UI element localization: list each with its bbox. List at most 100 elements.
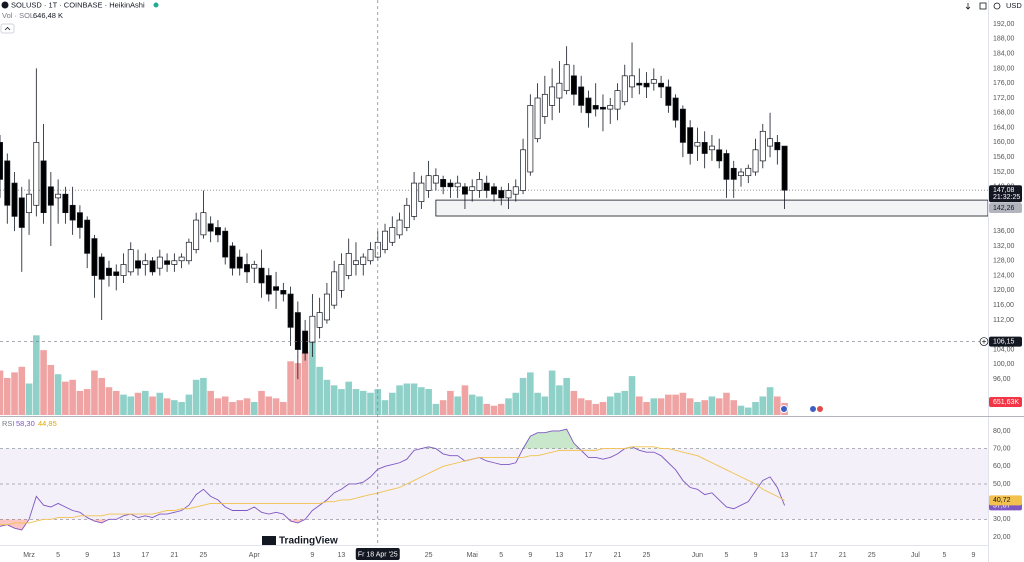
candle-body bbox=[214, 227, 221, 236]
candle-body bbox=[592, 105, 599, 110]
volume-bar bbox=[301, 352, 309, 415]
volume-bar bbox=[214, 398, 222, 415]
volume-bar bbox=[316, 366, 323, 415]
y-tick-label: 120,00 bbox=[993, 287, 1015, 294]
x-tick-label: Apr bbox=[249, 552, 261, 559]
last-price-label: 147,08 bbox=[993, 187, 1015, 194]
candle-body bbox=[200, 212, 207, 236]
x-tick-label: 9 bbox=[85, 552, 89, 559]
currency[interactable]: USD bbox=[1006, 1, 1022, 10]
candle-body bbox=[106, 267, 112, 276]
candle-body bbox=[142, 260, 149, 265]
candle-body bbox=[650, 79, 657, 84]
volume-bar bbox=[280, 402, 287, 415]
volume-bar bbox=[621, 390, 629, 415]
volume-bar bbox=[141, 390, 149, 415]
volume-bar bbox=[418, 387, 425, 415]
candle-body bbox=[185, 241, 192, 262]
crosshair-y-label: 106,15 bbox=[993, 338, 1015, 345]
candle-body bbox=[425, 175, 432, 191]
volume-bar bbox=[76, 390, 84, 415]
candle-body bbox=[469, 186, 476, 191]
candle-body bbox=[541, 93, 548, 117]
logo-mark bbox=[262, 536, 276, 545]
candle-body bbox=[273, 286, 280, 291]
volume-bar bbox=[381, 400, 389, 415]
volume-bar bbox=[120, 394, 127, 415]
candle-body bbox=[171, 260, 178, 265]
event-marker[interactable] bbox=[816, 405, 824, 413]
symbol-title[interactable]: SOLUSD · 1T · COINBASE · HeikinAshi bbox=[11, 0, 145, 9]
volume-bar bbox=[447, 390, 454, 415]
candle-body bbox=[178, 256, 185, 262]
collapse-button[interactable] bbox=[0, 23, 15, 34]
volume-bar bbox=[192, 379, 200, 415]
crosshair-x-label: Fr 18 Apr '25 bbox=[358, 551, 398, 558]
maximize-icon[interactable] bbox=[979, 2, 987, 10]
candle-body bbox=[512, 186, 519, 195]
candle-body bbox=[578, 86, 585, 106]
candle-body bbox=[127, 249, 134, 273]
rsi-ma-value: 44,85 bbox=[38, 419, 57, 428]
volume-bar bbox=[519, 377, 527, 415]
x-tick-label: 13 bbox=[781, 552, 789, 559]
candle-body bbox=[781, 145, 788, 191]
y-tick-label: 152,00 bbox=[993, 169, 1015, 176]
y-tick-label: 168,00 bbox=[993, 110, 1015, 117]
volume-bar bbox=[512, 392, 520, 415]
volume-bar bbox=[490, 405, 498, 415]
y-tick-label: 164,00 bbox=[993, 124, 1015, 131]
volume-bar bbox=[91, 370, 98, 415]
x-tick-label: Jul bbox=[911, 552, 920, 559]
candle-body bbox=[418, 182, 425, 202]
event-marker[interactable] bbox=[780, 405, 788, 413]
candle-body bbox=[18, 197, 25, 228]
volume-bar bbox=[432, 403, 440, 415]
volume-bar bbox=[272, 398, 280, 415]
volume-bar bbox=[62, 381, 69, 415]
volume-bar bbox=[614, 392, 621, 415]
volume-bar bbox=[548, 370, 556, 415]
candle-body bbox=[621, 75, 628, 103]
volume-bar bbox=[403, 383, 411, 415]
countdown-label: 21:32:25 bbox=[993, 194, 1020, 201]
volume-bar bbox=[468, 394, 476, 415]
candle-body bbox=[607, 105, 614, 110]
down-icon[interactable] bbox=[965, 3, 971, 10]
candle-body bbox=[432, 175, 439, 184]
collapse-icon bbox=[4, 26, 11, 31]
candle-body bbox=[767, 138, 774, 147]
volume-bar bbox=[483, 403, 491, 415]
volume-bar bbox=[69, 379, 76, 415]
candle-body bbox=[723, 153, 730, 180]
event-marker[interactable] bbox=[809, 405, 817, 413]
candle-body bbox=[251, 264, 258, 269]
candle-body bbox=[4, 160, 11, 206]
volume-bar bbox=[577, 398, 585, 415]
candle-body bbox=[382, 230, 388, 251]
volume-bar bbox=[635, 396, 643, 415]
volume-bar bbox=[200, 377, 207, 415]
volume-bar bbox=[737, 405, 745, 415]
candle-body bbox=[476, 179, 483, 191]
volume-bar bbox=[338, 389, 345, 415]
volume-bar bbox=[359, 390, 367, 415]
candle-body bbox=[687, 127, 694, 154]
candle-body bbox=[323, 293, 330, 321]
y-tick-label: 156,00 bbox=[993, 154, 1015, 161]
volume-bar bbox=[541, 396, 549, 415]
settings-icon[interactable] bbox=[993, 2, 1001, 10]
x-tick-label: 17 bbox=[141, 552, 149, 559]
x-tick-label: Jun bbox=[692, 552, 703, 559]
candle-body bbox=[759, 130, 766, 162]
rsi-tick-label: 60,00 bbox=[993, 463, 1011, 470]
crosshair-y-box bbox=[989, 336, 1022, 347]
candle-body bbox=[498, 190, 505, 199]
candle-body bbox=[287, 293, 294, 328]
logo-text[interactable]: TradingView bbox=[279, 536, 338, 547]
volume-bar bbox=[766, 387, 774, 415]
y-tick-label: 180,00 bbox=[993, 65, 1015, 72]
volume-bar bbox=[25, 383, 33, 415]
y-tick-label: 104,00 bbox=[993, 346, 1015, 353]
